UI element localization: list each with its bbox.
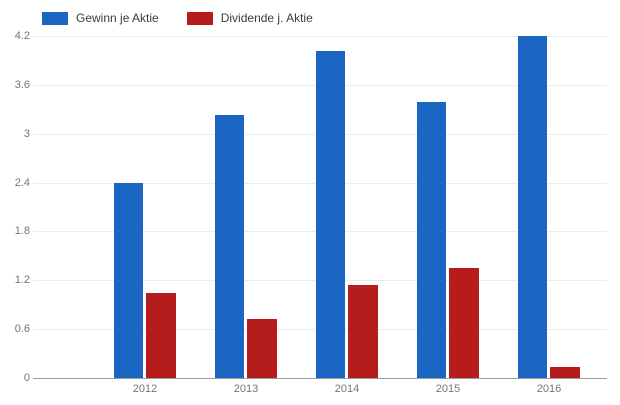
bar-gewinn-je-aktie-2012[interactable] bbox=[114, 183, 143, 378]
y-axis-tick-label: 1.8 bbox=[14, 225, 30, 238]
bar-dividende-j-aktie-2012[interactable] bbox=[146, 293, 176, 378]
legend-swatch-dividende-icon bbox=[186, 12, 213, 25]
bar-gewinn-je-aktie-2014[interactable] bbox=[316, 51, 345, 378]
y-axis-tick-label: 1.2 bbox=[14, 274, 30, 287]
x-axis-label-2012: 2012 bbox=[132, 383, 158, 395]
x-axis-label-2014: 2014 bbox=[334, 383, 360, 395]
bar-dividende-j-aktie-2014[interactable] bbox=[348, 285, 378, 378]
gridline bbox=[33, 36, 607, 37]
legend: Gewinn je Aktie Dividende j. Aktie bbox=[42, 12, 313, 25]
bar-dividende-j-aktie-2015[interactable] bbox=[449, 268, 479, 378]
y-axis-tick-label: 4.2 bbox=[14, 30, 30, 42]
legend-label-dividende: Dividende j. Aktie bbox=[220, 11, 313, 25]
x-axis-label-2016: 2016 bbox=[536, 383, 562, 395]
bar-dividende-j-aktie-2016[interactable] bbox=[550, 367, 580, 378]
legend-item-gewinn-je-aktie: Gewinn je Aktie bbox=[42, 12, 159, 25]
y-axis-tick-label: 3.6 bbox=[14, 78, 30, 91]
x-axis-line bbox=[33, 378, 607, 379]
legend-label-gewinn: Gewinn je Aktie bbox=[76, 11, 159, 25]
y-axis-tick-label: 2.4 bbox=[14, 176, 30, 189]
x-axis-label-2013: 2013 bbox=[233, 383, 259, 395]
bar-dividende-j-aktie-2013[interactable] bbox=[247, 319, 277, 378]
legend-item-dividende-j-aktie: Dividende j. Aktie bbox=[186, 11, 313, 25]
x-axis-label-2015: 2015 bbox=[435, 383, 461, 395]
y-axis-tick-label: 0.6 bbox=[14, 323, 30, 336]
bar-gewinn-je-aktie-2013[interactable] bbox=[215, 115, 244, 378]
bar-gewinn-je-aktie-2015[interactable] bbox=[417, 102, 446, 378]
y-axis-tick-label: 0 bbox=[23, 372, 30, 384]
legend-swatch-gewinn-icon bbox=[42, 12, 68, 25]
y-axis-tick-label: 3 bbox=[23, 127, 30, 140]
bar-gewinn-je-aktie-2016[interactable] bbox=[518, 36, 547, 378]
